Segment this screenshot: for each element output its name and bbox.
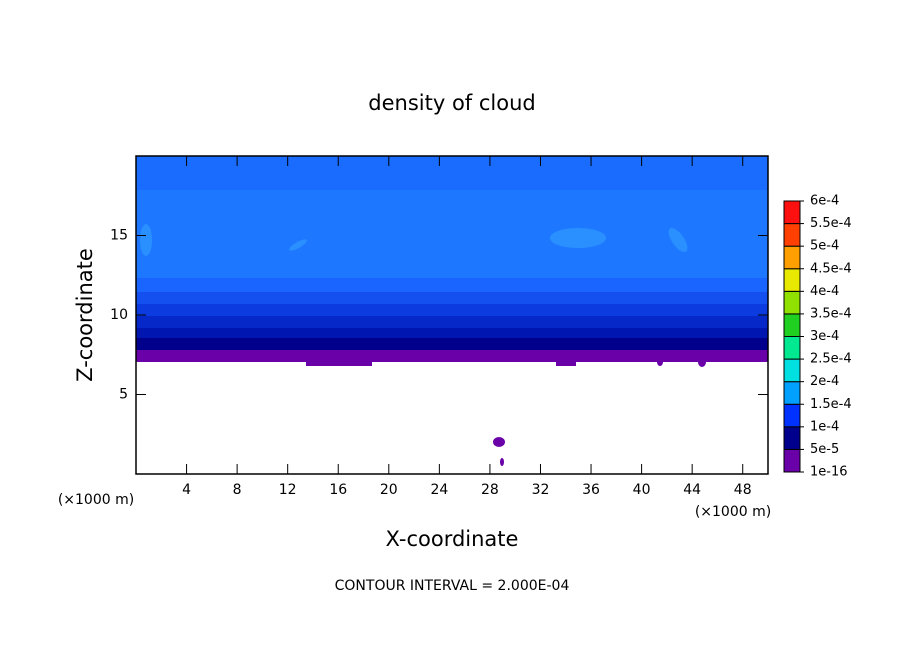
blob: [556, 358, 576, 366]
y-units: (×1000 m): [58, 492, 134, 508]
band: [136, 292, 768, 304]
colorbar-box: [783, 313, 801, 337]
x-tick-label: 20: [380, 482, 398, 498]
x-axis-label: X-coordinate: [386, 527, 519, 551]
band: [136, 350, 768, 362]
colorbar-box: [783, 245, 801, 270]
colorbar-label: 2e-4: [810, 374, 839, 389]
colorbar-box: [783, 403, 801, 428]
colorbar-box: [783, 381, 801, 405]
blob: [289, 239, 307, 251]
colorbar-box: [783, 336, 801, 360]
blob: [550, 228, 606, 248]
colorbar-box: [783, 290, 801, 315]
x-tick-label: 32: [532, 482, 550, 498]
blob: [140, 224, 152, 256]
blob: [306, 358, 372, 366]
colorbar-box: [783, 200, 801, 225]
blob: [493, 437, 505, 447]
colorbar-label: 4.5e-4: [810, 261, 852, 276]
colorbar-label: 2.5e-4: [810, 352, 852, 367]
x-tick-label: 44: [683, 482, 701, 498]
x-tick-label: 16: [329, 482, 347, 498]
colorbar-label: 3e-4: [810, 329, 839, 344]
x-tick-label: 48: [734, 482, 752, 498]
colorbar-label: 6e-4: [810, 194, 839, 209]
colorbar-box: [783, 223, 801, 247]
band: [136, 328, 768, 338]
band: [136, 338, 768, 350]
colorbar-label: 4e-4: [810, 284, 839, 299]
y-tick-label: 5: [119, 387, 128, 403]
x-tick-label: 12: [279, 482, 297, 498]
y-tick-label: 15: [110, 228, 128, 244]
colorbar-label: 5.5e-4: [810, 216, 852, 231]
x-tick-label: 24: [430, 482, 448, 498]
x-tick-label: 4: [182, 482, 191, 498]
colorbar-box: [783, 448, 801, 473]
band: [136, 278, 768, 292]
blob: [500, 458, 504, 466]
y-axis-label: Z-coordinate: [73, 248, 97, 382]
colorbar-label: 1e-4: [810, 419, 839, 434]
colorbar-label: 1e-16: [810, 465, 848, 480]
colorbar-label: 5e-5: [810, 442, 839, 457]
blob: [698, 357, 706, 367]
band: [136, 304, 768, 316]
colorbar-box: [783, 426, 801, 450]
y-tick-label: 10: [110, 307, 128, 323]
x-tick-label: 40: [633, 482, 651, 498]
x-tick-label: 8: [233, 482, 242, 498]
colorbar-label: 1.5e-4: [810, 397, 852, 412]
band: [136, 316, 768, 328]
band: [136, 190, 768, 280]
blob: [668, 228, 688, 252]
colorbar-box: [783, 358, 801, 383]
colorbar-box: [783, 268, 801, 292]
colorbar-label: 5e-4: [810, 239, 839, 254]
x-tick-label: 36: [582, 482, 600, 498]
x-tick-label: 28: [481, 482, 499, 498]
x-units: (×1000 m): [695, 504, 771, 520]
footer: CONTOUR INTERVAL = 2.000E-04: [335, 578, 570, 594]
blob: [657, 358, 663, 366]
colorbar-label: 3.5e-4: [810, 306, 852, 321]
chart-title: density of cloud: [368, 91, 535, 115]
contour-field: [136, 156, 768, 466]
